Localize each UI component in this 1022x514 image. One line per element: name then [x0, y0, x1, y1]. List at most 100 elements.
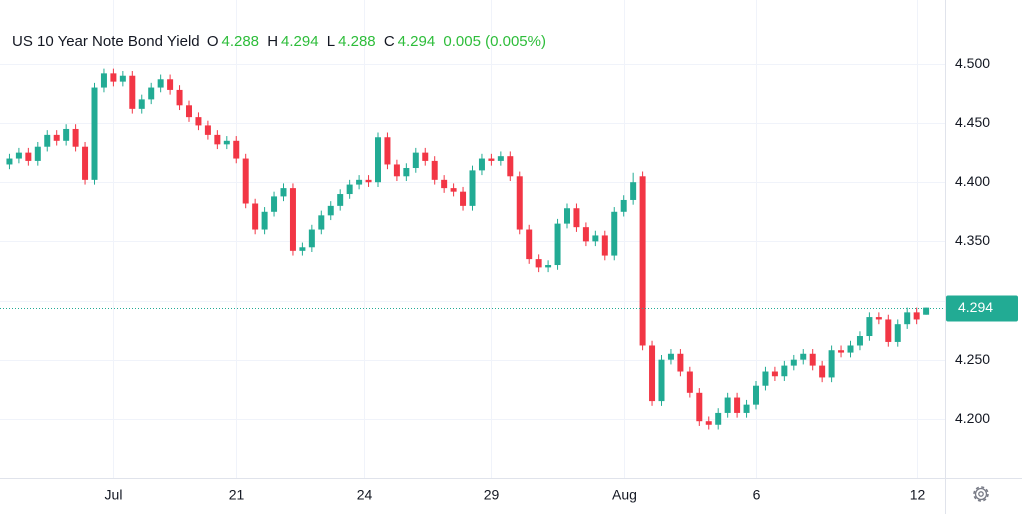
gear-ring: [974, 487, 988, 501]
gear-hub: [978, 491, 984, 497]
candle-body: [186, 105, 192, 118]
x-tick-label: 29: [484, 487, 500, 503]
candle-body: [6, 158, 13, 165]
candle-body: [677, 353, 684, 372]
candle-body: [450, 188, 457, 192]
candle-body: [743, 404, 750, 413]
candle-body: [242, 158, 249, 204]
candle-body: [620, 199, 627, 212]
candle-body: [526, 229, 533, 260]
candle-body: [110, 73, 117, 82]
candle-body: [233, 140, 240, 159]
candle-body: [488, 158, 495, 161]
candle-body: [25, 152, 32, 161]
candle-body: [167, 79, 174, 90]
candle-body: [913, 312, 920, 320]
candle-body: [866, 317, 873, 337]
candle-body: [204, 125, 211, 135]
candle-body: [885, 319, 892, 342]
candle-body: [393, 164, 400, 177]
candle-body: [582, 227, 589, 242]
symbol-title: US 10 Year Note Bond Yield: [12, 33, 200, 50]
x-tick-label: 24: [357, 487, 373, 503]
close-label: C: [383, 33, 395, 50]
candle-body: [705, 421, 712, 425]
candle-body: [819, 365, 826, 378]
candle-body: [478, 158, 485, 171]
candle-body: [412, 152, 419, 169]
low-label: L: [326, 33, 336, 50]
candle-body: [564, 208, 570, 224]
last-price-label: 4.294: [958, 299, 993, 315]
candle-body: [15, 152, 22, 159]
candle-body: [129, 75, 136, 109]
candle-body: [639, 176, 646, 346]
y-tick-label: 4.500: [955, 55, 990, 71]
candle-body: [252, 203, 259, 230]
candle-body: [838, 350, 845, 353]
candle-body: [856, 336, 863, 346]
candle-body: [280, 188, 287, 197]
candles: [6, 68, 930, 430]
candle-body: [497, 156, 504, 161]
candle-body: [554, 223, 561, 266]
candle-body: [91, 87, 98, 180]
candle-body: [828, 350, 835, 378]
open-value: 4.288: [221, 33, 260, 50]
gear-teeth: [973, 486, 989, 502]
candle-body: [356, 179, 363, 185]
candle-body: [119, 75, 126, 82]
candle-body: [299, 247, 306, 251]
candle-body: [894, 324, 901, 342]
high-value: 4.294: [281, 33, 319, 50]
y-tick-label: 4.200: [955, 410, 990, 426]
candle-body: [431, 160, 438, 180]
candle-body: [904, 312, 911, 325]
candle-body: [138, 99, 145, 109]
candle-body: [734, 397, 741, 413]
candle-body: [63, 128, 70, 141]
change-value: 0.005 (0.005%): [443, 33, 546, 50]
candle-body: [214, 134, 221, 145]
candle-body: [82, 146, 89, 180]
candle-body: [460, 191, 467, 206]
candle-body: [715, 412, 722, 425]
candle-body: [44, 134, 51, 147]
candle-body: [53, 134, 60, 141]
candle-body: [601, 235, 608, 256]
x-tick-label: Jul: [105, 487, 123, 503]
grid: 4.2004.2504.3004.3504.4004.4504.500Jul21…: [0, 0, 990, 503]
candle-body: [148, 87, 155, 100]
candle-body: [847, 345, 854, 353]
y-tick-label: 4.400: [955, 173, 990, 189]
close-value: 4.294: [397, 33, 436, 50]
x-tick-label: 21: [229, 487, 245, 503]
candle-body: [875, 317, 882, 320]
candle-body: [176, 89, 183, 106]
candle-body: [611, 211, 618, 256]
candle-body: [800, 353, 807, 360]
candle-body: [72, 128, 79, 147]
x-tick-label: 12: [910, 487, 926, 503]
candle-body: [34, 146, 41, 161]
candle-body: [308, 229, 315, 248]
candle-body: [422, 152, 429, 161]
candle-body: [516, 176, 523, 230]
settings-icon[interactable]: [973, 486, 989, 502]
candle-body: [375, 137, 381, 183]
candle-body: [573, 208, 580, 228]
candle-body: [545, 265, 552, 268]
candle-body: [686, 371, 693, 393]
candle-body: [667, 353, 674, 360]
legend: US 10 Year Note Bond Yield O 4.288 H 4.294…: [12, 33, 550, 50]
candle-body: [403, 168, 410, 177]
candle-body: [696, 392, 703, 422]
overlay: 4.294: [0, 295, 1018, 322]
candle-body: [384, 137, 391, 165]
candle-body: [100, 73, 107, 88]
candle-body: [790, 359, 797, 366]
open-label: O: [206, 33, 219, 50]
candle-body: [507, 156, 514, 177]
candle-body: [592, 235, 599, 242]
